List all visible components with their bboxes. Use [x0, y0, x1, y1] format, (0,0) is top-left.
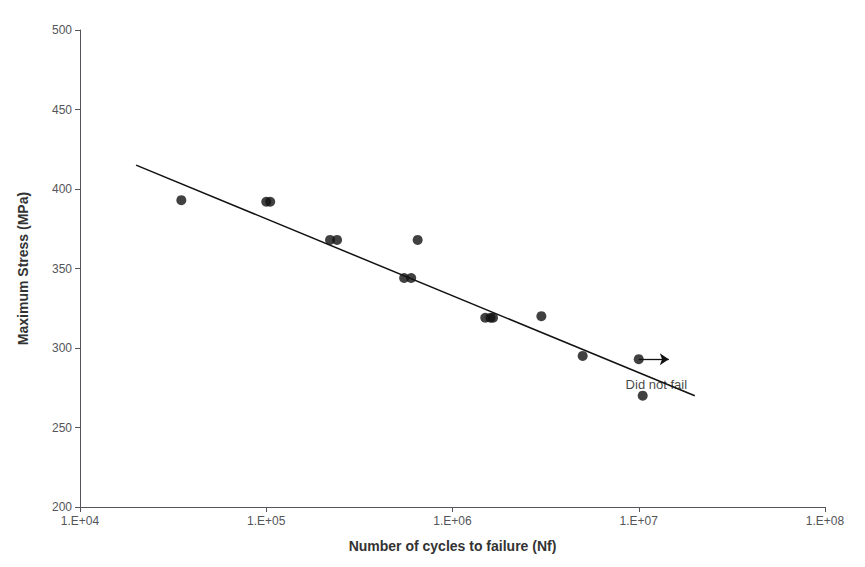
svg-text:1.E+05: 1.E+05: [247, 514, 286, 528]
svg-text:450: 450: [52, 103, 72, 117]
svg-text:500: 500: [52, 23, 72, 37]
svg-text:Did not fail: Did not fail: [626, 377, 688, 392]
svg-text:Maximum Stress (MPa): Maximum Stress (MPa): [15, 192, 31, 345]
svg-text:350: 350: [52, 262, 72, 276]
svg-text:1.E+04: 1.E+04: [61, 514, 100, 528]
svg-text:300: 300: [52, 341, 72, 355]
svg-text:Number of cycles to failure (N: Number of cycles to failure (Nf): [349, 538, 557, 554]
svg-text:1.E+07: 1.E+07: [620, 514, 659, 528]
svg-text:250: 250: [52, 421, 72, 435]
svg-text:400: 400: [52, 182, 72, 196]
svg-text:1.E+06: 1.E+06: [433, 514, 472, 528]
svg-text:200: 200: [52, 500, 72, 514]
svg-text:1.E+08: 1.E+08: [806, 514, 845, 528]
